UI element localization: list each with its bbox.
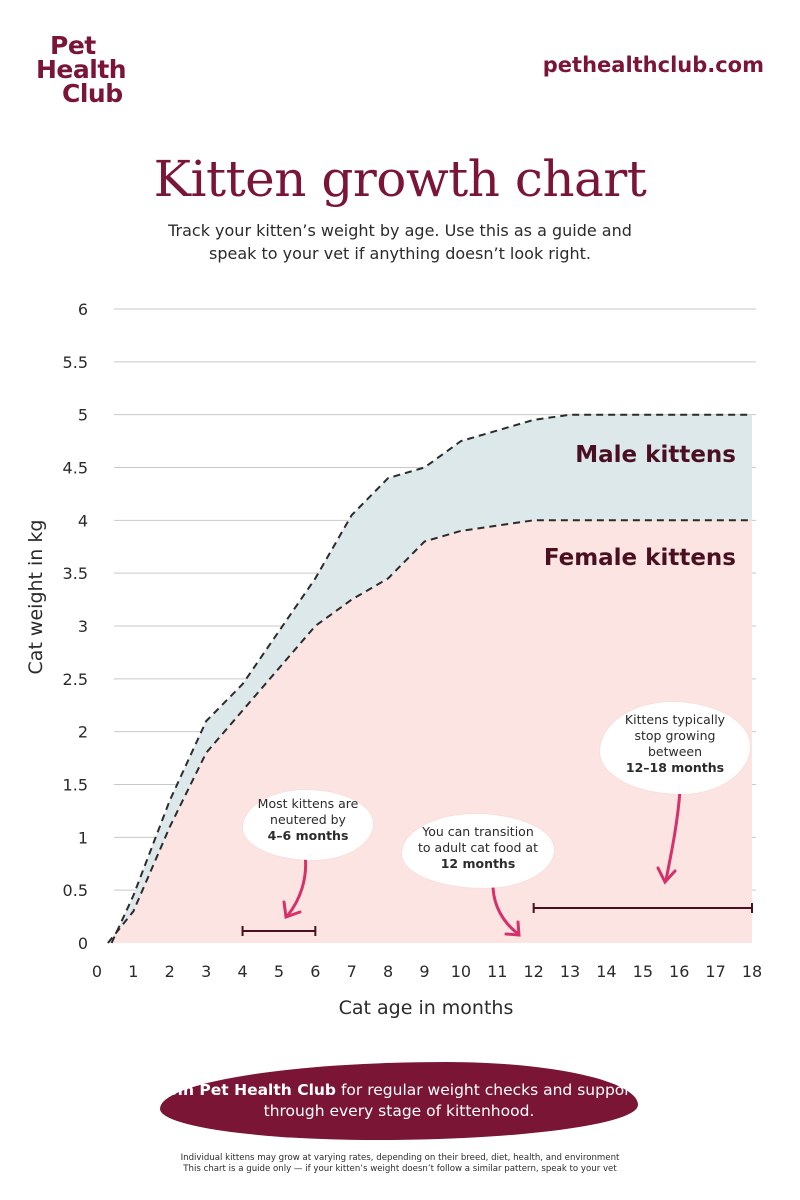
x-tick-label: 2 [165, 962, 175, 981]
y-tick-label: 3 [78, 617, 88, 636]
y-tick-label: 0.5 [63, 881, 88, 900]
male-band [107, 414, 752, 943]
x-tick-label: 1 [128, 962, 138, 981]
annotation-stop: Kittens typically stop growing between 1… [600, 702, 750, 794]
annotation-neuter: Most kittens are neutered by 4–6 months [243, 790, 373, 860]
page-title: Kitten growth chart [153, 150, 647, 208]
y-tick-label: 6 [78, 300, 88, 319]
y-tick-label: 1.5 [63, 776, 88, 795]
y-tick-label: 2 [78, 723, 88, 742]
annotation-neuter-bold: 4–6 months [267, 828, 349, 843]
page-subtitle: Track your kitten’s weight by age. Use t… [168, 221, 632, 263]
logo-line-health: Health [36, 55, 127, 84]
x-tick-label: 7 [347, 962, 357, 981]
x-tick-label: 3 [201, 962, 211, 981]
x-tick-label: 8 [383, 962, 393, 981]
male-line [110, 413, 752, 944]
stop-arrowhead [656, 866, 677, 885]
neuter-arrowhead [282, 900, 302, 920]
stop-arrow [664, 788, 682, 882]
join-banner[interactable]: Join Pet Health Club for regular weight … [160, 1062, 638, 1140]
x-tick-label: 16 [669, 962, 689, 981]
banner-rest: for regular weight checks and support th… [263, 1081, 637, 1120]
annotation-neuter-text: Most kittens are neutered by [257, 796, 359, 827]
y-tick-label: 2.5 [63, 670, 88, 689]
annotation-stop-bold: 12–18 months [625, 760, 725, 775]
female-series-label: Female kittens [544, 545, 736, 571]
banner-text: Join Pet Health Club for regular weight … [160, 1080, 638, 1122]
female-line [107, 519, 752, 944]
food-arrowhead [504, 920, 521, 937]
range-brackets [241, 903, 753, 936]
growth-chart: 00.511.522.533.544.555.56 0 1 2 3 4 5 6 7 8 9 10 11… [25, 300, 762, 1019]
footnote-line-2: This chart is a guide only — if your kit… [183, 1164, 617, 1174]
x-tick-label: 6 [310, 962, 320, 981]
annotation-food-bold: 12 months [440, 856, 516, 871]
neuter-arrow [286, 853, 308, 917]
x-tick-label: 18 [742, 962, 762, 981]
y-tick-label: 4 [78, 511, 88, 530]
y-tick-label: 5.5 [63, 353, 88, 372]
brand-logo: Pet Health Club [36, 31, 146, 108]
annotation-arrows [282, 788, 682, 937]
food-arrow [491, 883, 519, 935]
y-axis-title: Cat weight in kg [25, 520, 47, 675]
x-tick-label: 14 [596, 962, 616, 981]
x-tick-label: 17 [705, 962, 725, 981]
x-tick-label: 0 [92, 962, 102, 981]
annotation-stop-text: Kittens typically stop growing between [624, 712, 726, 759]
y-tick-labels: 0 0.5 1 1.5 2 2.5 3 3.5 4 4.5 5 5.5 6 [63, 300, 88, 953]
y-tick-label: 1 [78, 828, 88, 847]
x-tick-label: 10 [451, 962, 471, 981]
male-series-label: Male kittens [575, 442, 736, 468]
x-tick-label: 13 [560, 962, 580, 981]
annotation-food: You can transition to adult cat food at … [402, 814, 554, 888]
x-tick-label: 4 [237, 962, 247, 981]
logo-line-pet: Pet [50, 31, 96, 60]
annotation-food-text: You can transition to adult cat food at [418, 824, 538, 855]
y-tick-label: 3.5 [63, 564, 88, 583]
logo-line-club: Club [62, 79, 123, 108]
footnote: Individual kittens may grow at varying r… [0, 1153, 800, 1175]
site-url[interactable]: pethealthclub.com [542, 53, 764, 77]
x-tick-labels: 0 1 2 3 4 5 6 7 8 9 10 11 12 13 14 15 16 17 18 [92, 962, 762, 981]
y-tick-label: 0 [78, 934, 88, 953]
footnote-line-1: Individual kittens may grow at varying r… [180, 1153, 620, 1163]
y-tick-label: 5 [78, 406, 88, 425]
banner-bold: Join Pet Health Club [161, 1081, 337, 1099]
x-tick-label: 5 [274, 962, 284, 981]
x-tick-label: 15 [633, 962, 653, 981]
x-axis-title: Cat age in months [339, 997, 514, 1019]
x-tick-label: 9 [419, 962, 429, 981]
x-tick-label: 12 [523, 962, 543, 981]
y-tick-label: 4.5 [63, 459, 88, 478]
x-tick-label: 11 [487, 962, 507, 981]
